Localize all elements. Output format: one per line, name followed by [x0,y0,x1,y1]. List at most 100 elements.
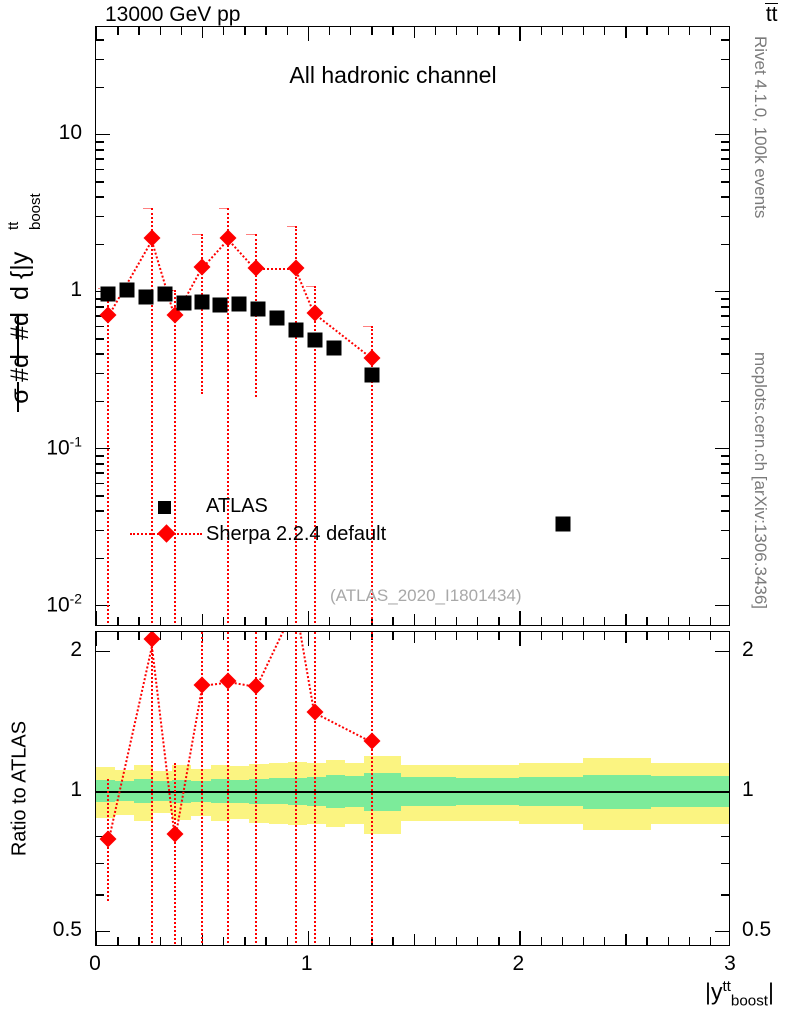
atlas-datapoint[interactable] [119,282,135,298]
xtick-bottom [667,617,669,625]
sherpa-errorbar [314,286,317,625]
atlas-datapoint[interactable] [250,301,266,317]
xtick-top [519,27,521,41]
ratio-ytick-major-right [715,651,729,653]
ratio-datapoint[interactable] [219,672,237,690]
svg-text:dσ: dσ [0,333,6,363]
main-ytick-label: 1 [70,278,82,301]
ytick-minor-right [721,373,729,375]
atlas-datapoint[interactable] [288,322,304,338]
atlas-datapoint[interactable] [100,286,116,302]
xtick-top [223,27,225,35]
xtick-label: 0 [89,952,101,975]
ratio-xtick-bottom [392,937,394,945]
legend-entry-sherpa[interactable]: Sherpa 2.2.4 default [130,520,386,548]
ytick-minor-left [96,482,104,485]
ratio-datapoint[interactable] [193,676,211,694]
atlas-datapoint[interactable] [307,332,323,348]
dataset-watermark: (ATLAS_2020_I1801434) [330,586,522,605]
sherpa-datapoint[interactable] [143,229,161,247]
xaxis-title-sub: boost [730,992,769,1010]
atlas-datapoint[interactable] [555,516,571,532]
legend-label-sherpa: Sherpa 2.2.4 default [206,522,387,545]
xaxis-title: |yttboost| [705,978,774,1009]
xtick-bottom [582,617,585,625]
ratio-ytick-major-right [715,931,729,933]
sherpa-errorbar [295,225,298,625]
ratio-xtick-top [392,632,394,640]
ratio-xtick-bottom [625,934,627,945]
ratio-xtick-bottom [286,937,288,945]
main-yaxis-ticklabels: 10 1 10-1 10-2 [0,26,88,626]
ytick-minor-right [721,168,729,171]
ytick-minor-left [96,149,104,151]
ratio-errorbar [151,632,154,945]
ratio-errorbar [227,632,230,945]
xtick-top [646,27,648,35]
ratio-errorbar [200,632,203,945]
xtick-top [201,27,204,38]
sherpa-datapoint[interactable] [99,306,117,324]
xtick-top [498,27,500,35]
atlas-datapoint[interactable] [364,367,380,383]
ratio-yaxis-ticklabels: 2 1 0.5 [0,631,88,946]
ratio-ytick-label-right: 1 [742,778,754,801]
ytick-minor-right [721,306,729,308]
xtick-bottom [307,611,310,625]
xtick-top [286,27,288,35]
ytick-minor-left [96,338,104,340]
sherpa-errorbar-cap [219,207,229,209]
ratio-xtick-bottom [244,937,246,945]
atlas-datapoint[interactable] [212,297,228,313]
legend-entry-atlas[interactable]: ATLAS [130,492,386,520]
sherpa-datapoint[interactable] [287,259,305,277]
atlas-datapoint[interactable] [231,296,247,312]
ytick-minor-right [721,338,729,340]
ratio-yaxis-title-wrap: Ratio to ATLAS [0,631,40,946]
ratio-ytick-minor-right [721,863,729,865]
sherpa-errorbar [106,287,109,625]
atlas-datapoint[interactable] [138,289,154,305]
ratio-xtick-top [138,632,140,640]
sherpa-connector [150,237,176,316]
atlas-datapoint[interactable] [157,286,173,302]
main-yaxis-label: #d #d σ 1 dσ tt d {|y tt boost [0,26,90,626]
xtick-top [159,27,161,35]
ytick-minor-left [96,510,104,512]
atlas-datapoint[interactable] [269,310,285,326]
ytick-minor-right [721,39,729,41]
ratio-datapoint[interactable] [99,830,117,848]
ratio-xtick-bottom [159,937,161,945]
ytick-minor-left [96,86,104,89]
ratio-datapoint[interactable] [143,632,161,648]
xtick-label: 1 [300,952,313,975]
xtick-bottom [392,617,394,625]
sherpa-errorbar-cap [287,225,297,227]
ratio-xtick-top [434,632,437,640]
plot-title: All hadronic channel [289,62,497,88]
ratio-ytick-minor-right [721,836,729,838]
main-plot-area [96,27,729,625]
ratio-plot-area [96,632,729,945]
xtick-top [96,27,98,41]
ratio-xtick-bottom [604,937,606,945]
ratio-datapoint[interactable] [247,677,265,695]
ratio-xtick-bottom [582,937,585,945]
ytick-minor-right [721,353,729,355]
ytick-minor-right [721,325,729,328]
xtick-bottom [709,617,712,625]
atlas-datapoint[interactable] [194,294,210,310]
ytick-major-left [96,448,110,450]
atlas-datapoint[interactable] [326,340,342,356]
sherpa-errorbar [151,207,154,625]
sherpa-errorbar-cap [192,233,202,235]
ratio-datapoint[interactable] [166,825,184,843]
ratio-xtick-top [498,632,500,640]
ratio-datapoint[interactable] [363,732,381,750]
xtick-top [455,27,458,35]
atlas-datapoint[interactable] [176,295,192,311]
xtick-top [371,27,373,35]
ytick-minor-left [96,557,104,560]
xtick-bottom [561,617,564,625]
xtick-top [667,27,669,35]
